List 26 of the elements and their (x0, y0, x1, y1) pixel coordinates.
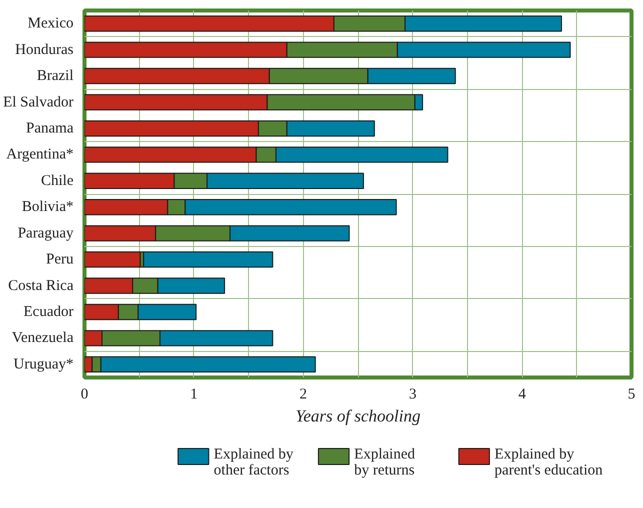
x-tick-label: 4 (518, 386, 526, 402)
y-tick-label: Mexico (28, 16, 74, 32)
y-tick-label: Uruguay* (14, 356, 74, 372)
x-tick-label: 5 (628, 386, 636, 402)
y-tick-label: Venezuela (12, 330, 74, 346)
y-tick-label: Honduras (15, 42, 74, 58)
y-tick-label: Panama (26, 120, 74, 136)
x-tick-label: 0 (80, 386, 88, 402)
y-tick-label: Paraguay (18, 225, 74, 242)
bar (84, 251, 141, 268)
y-tick-label: Chile (41, 172, 74, 189)
y-tick-label: Argentina* (6, 146, 74, 163)
x-axis-title: Years of schooling (296, 406, 421, 426)
y-tick-label: Peru (46, 252, 74, 268)
y-tick-label: El Salvador (3, 94, 74, 110)
x-tick-label: 2 (300, 386, 308, 402)
y-tick-label: Costa Rica (8, 278, 74, 294)
y-tick-label: Ecuador (24, 304, 74, 320)
y-tick-label: Brazil (36, 68, 74, 84)
legend-label: Explained by returns (354, 446, 416, 478)
y-tick-label: Bolivia* (22, 199, 74, 216)
bar (143, 251, 274, 268)
legend-label: Explained by parent's education (494, 446, 604, 478)
legend-label: Explained by other factors (214, 446, 294, 478)
x-tick-label: 3 (408, 386, 416, 402)
x-tick-label: 1 (190, 386, 198, 402)
